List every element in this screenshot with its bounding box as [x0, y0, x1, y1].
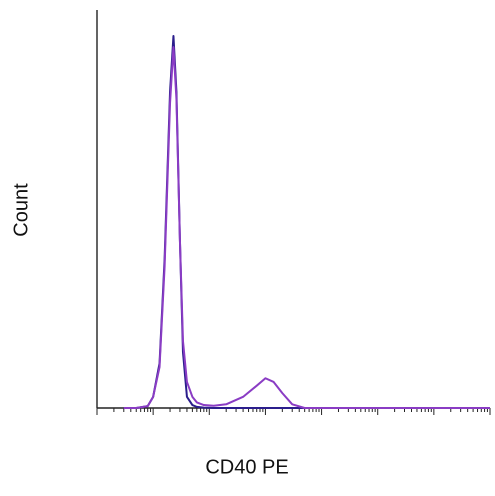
- plot-axes: [96, 10, 491, 415]
- histogram-series-2: [123, 46, 490, 409]
- x-axis-title: CD40 PE: [205, 456, 289, 479]
- y-axis-title: Count: [10, 183, 33, 237]
- histogram-curves: [123, 35, 490, 409]
